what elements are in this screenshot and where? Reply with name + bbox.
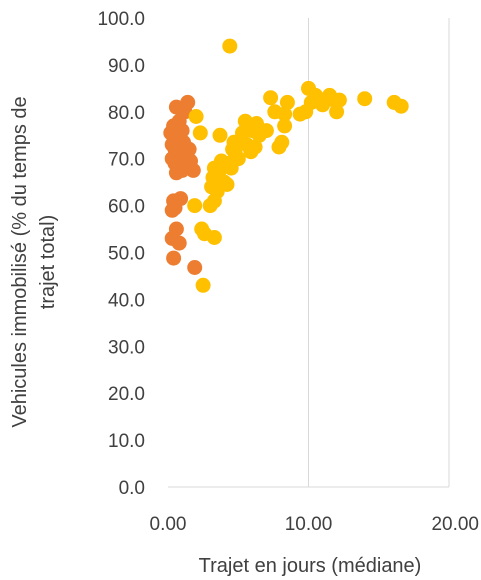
data-point-series-2 (258, 123, 274, 139)
x-tick-label: 0.00 (150, 514, 187, 535)
data-point-series-2 (277, 106, 293, 122)
y-axis-title-line-1: Vehicules immobilisé (% du temps de (9, 96, 31, 427)
data-point-series-2 (277, 118, 293, 134)
data-points (163, 38, 409, 293)
y-tick-label: 100.0 (97, 9, 145, 30)
data-point-series-1 (171, 235, 187, 251)
data-point-series-2 (393, 98, 409, 114)
y-tick-label: 80.0 (108, 103, 145, 124)
data-point-series-1 (168, 221, 184, 237)
y-tick-label: 50.0 (108, 244, 145, 265)
data-point-series-2 (188, 109, 204, 124)
y-tick-label: 60.0 (108, 197, 145, 218)
data-point-series-2 (279, 94, 295, 110)
data-point-series-2 (219, 177, 235, 192)
data-point-series-2 (357, 91, 373, 107)
data-point-series-1 (180, 94, 196, 110)
data-point-series-2 (222, 38, 238, 54)
y-axis-title-line-2: trajet total) (37, 215, 59, 309)
y-tick-label: 20.0 (108, 384, 145, 405)
data-point-series-2 (274, 134, 290, 150)
x-tick-label: 10.00 (285, 514, 333, 535)
y-tick-label: 90.0 (108, 56, 145, 77)
data-point-series-1 (168, 165, 184, 181)
data-point-series-2 (187, 198, 203, 214)
x-tick-label: 20.00 (431, 514, 479, 535)
data-point-series-2 (331, 92, 347, 108)
y-tick-labels: 0.0 10.0 20.0 30.0 40.0 50.0 60.0 70.0 80.0 90.0 1… (97, 9, 145, 499)
y-tick-label: 30.0 (108, 337, 145, 358)
x-axis-title: Trajet en jours (médiane) (199, 555, 422, 577)
y-tick-label: 40.0 (108, 290, 145, 311)
data-point-series-1 (164, 202, 180, 218)
data-point-series-1 (187, 260, 203, 275)
y-tick-label: 0.0 (119, 478, 145, 499)
data-point-series-2 (263, 90, 279, 106)
data-point-series-2 (192, 125, 208, 141)
data-point-series-2 (206, 230, 222, 245)
data-point-series-2 (230, 151, 246, 167)
data-point-series-2 (247, 139, 263, 155)
data-point-series-1 (166, 250, 182, 266)
x-tick-labels: 0.00 10.00 20.00 (150, 514, 479, 535)
y-tick-label: 70.0 (108, 150, 145, 171)
data-point-series-2 (212, 127, 228, 143)
y-tick-label: 10.0 (108, 431, 145, 452)
data-point-series-2 (195, 277, 211, 293)
data-point-series-1 (185, 162, 201, 178)
data-point-series-2 (329, 104, 345, 120)
